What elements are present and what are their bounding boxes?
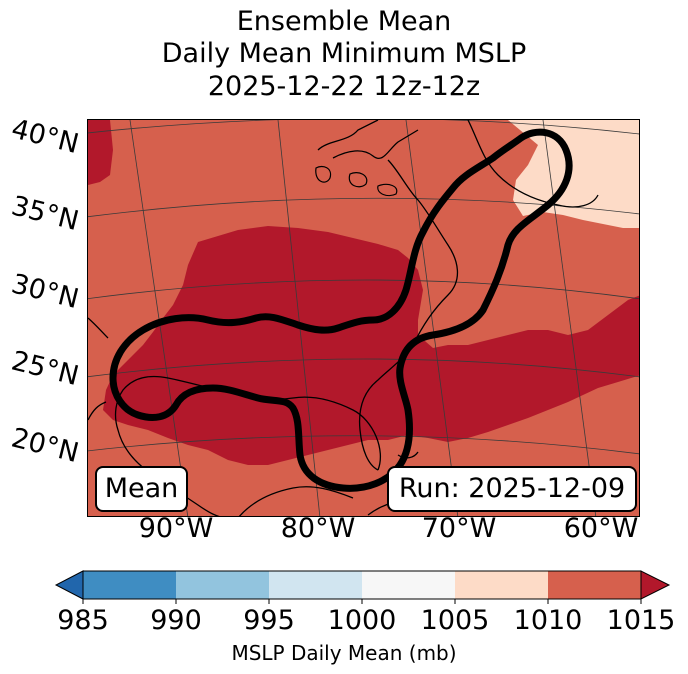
colorbar-bin-1005 [455,571,548,599]
title-line-2: Daily Mean Minimum MSLP [161,38,527,69]
colorbar-tick-995: 995 [243,605,295,636]
mean-label-box: Mean [95,466,188,512]
title-line-1: Ensemble Mean [236,6,452,37]
colorbar-bin-995 [269,571,362,599]
lon-label-60: 60°W [563,513,639,544]
lakes [315,165,398,197]
lon-label-80: 80°W [280,513,356,544]
lon-label-70: 70°W [421,513,497,544]
colorbar-tick-1005: 1005 [420,605,490,636]
colorbar-label: MSLP Daily Mean (mb) [231,641,457,665]
colorbar-bin-990 [176,571,269,599]
colorbar-bin-1000 [362,571,455,599]
coastlines [88,120,599,516]
colorbar-tick-1010: 1010 [513,605,583,636]
colorbar-bin-1010 [548,571,641,599]
field-high [103,226,639,465]
title-line-3: 2025-12-22 12z-12z [207,71,481,102]
colorbar-tick-985: 985 [57,605,109,636]
field-high-west [88,120,113,185]
run-label-box: Run: 2025-12-09 [387,466,637,512]
map-panel [87,119,640,517]
colorbar-bin-985 [83,571,176,599]
contour-line [109,128,573,492]
colorbar-tick-1015: 1015 [606,605,676,636]
colorbar-tick-1000: 1000 [327,605,397,636]
lon-label-90: 90°W [138,513,214,544]
map-svg [88,120,639,516]
colorbar-extend-high [640,570,671,600]
colorbar-extend-low [54,570,84,600]
colorbar-tick-990: 990 [150,605,202,636]
